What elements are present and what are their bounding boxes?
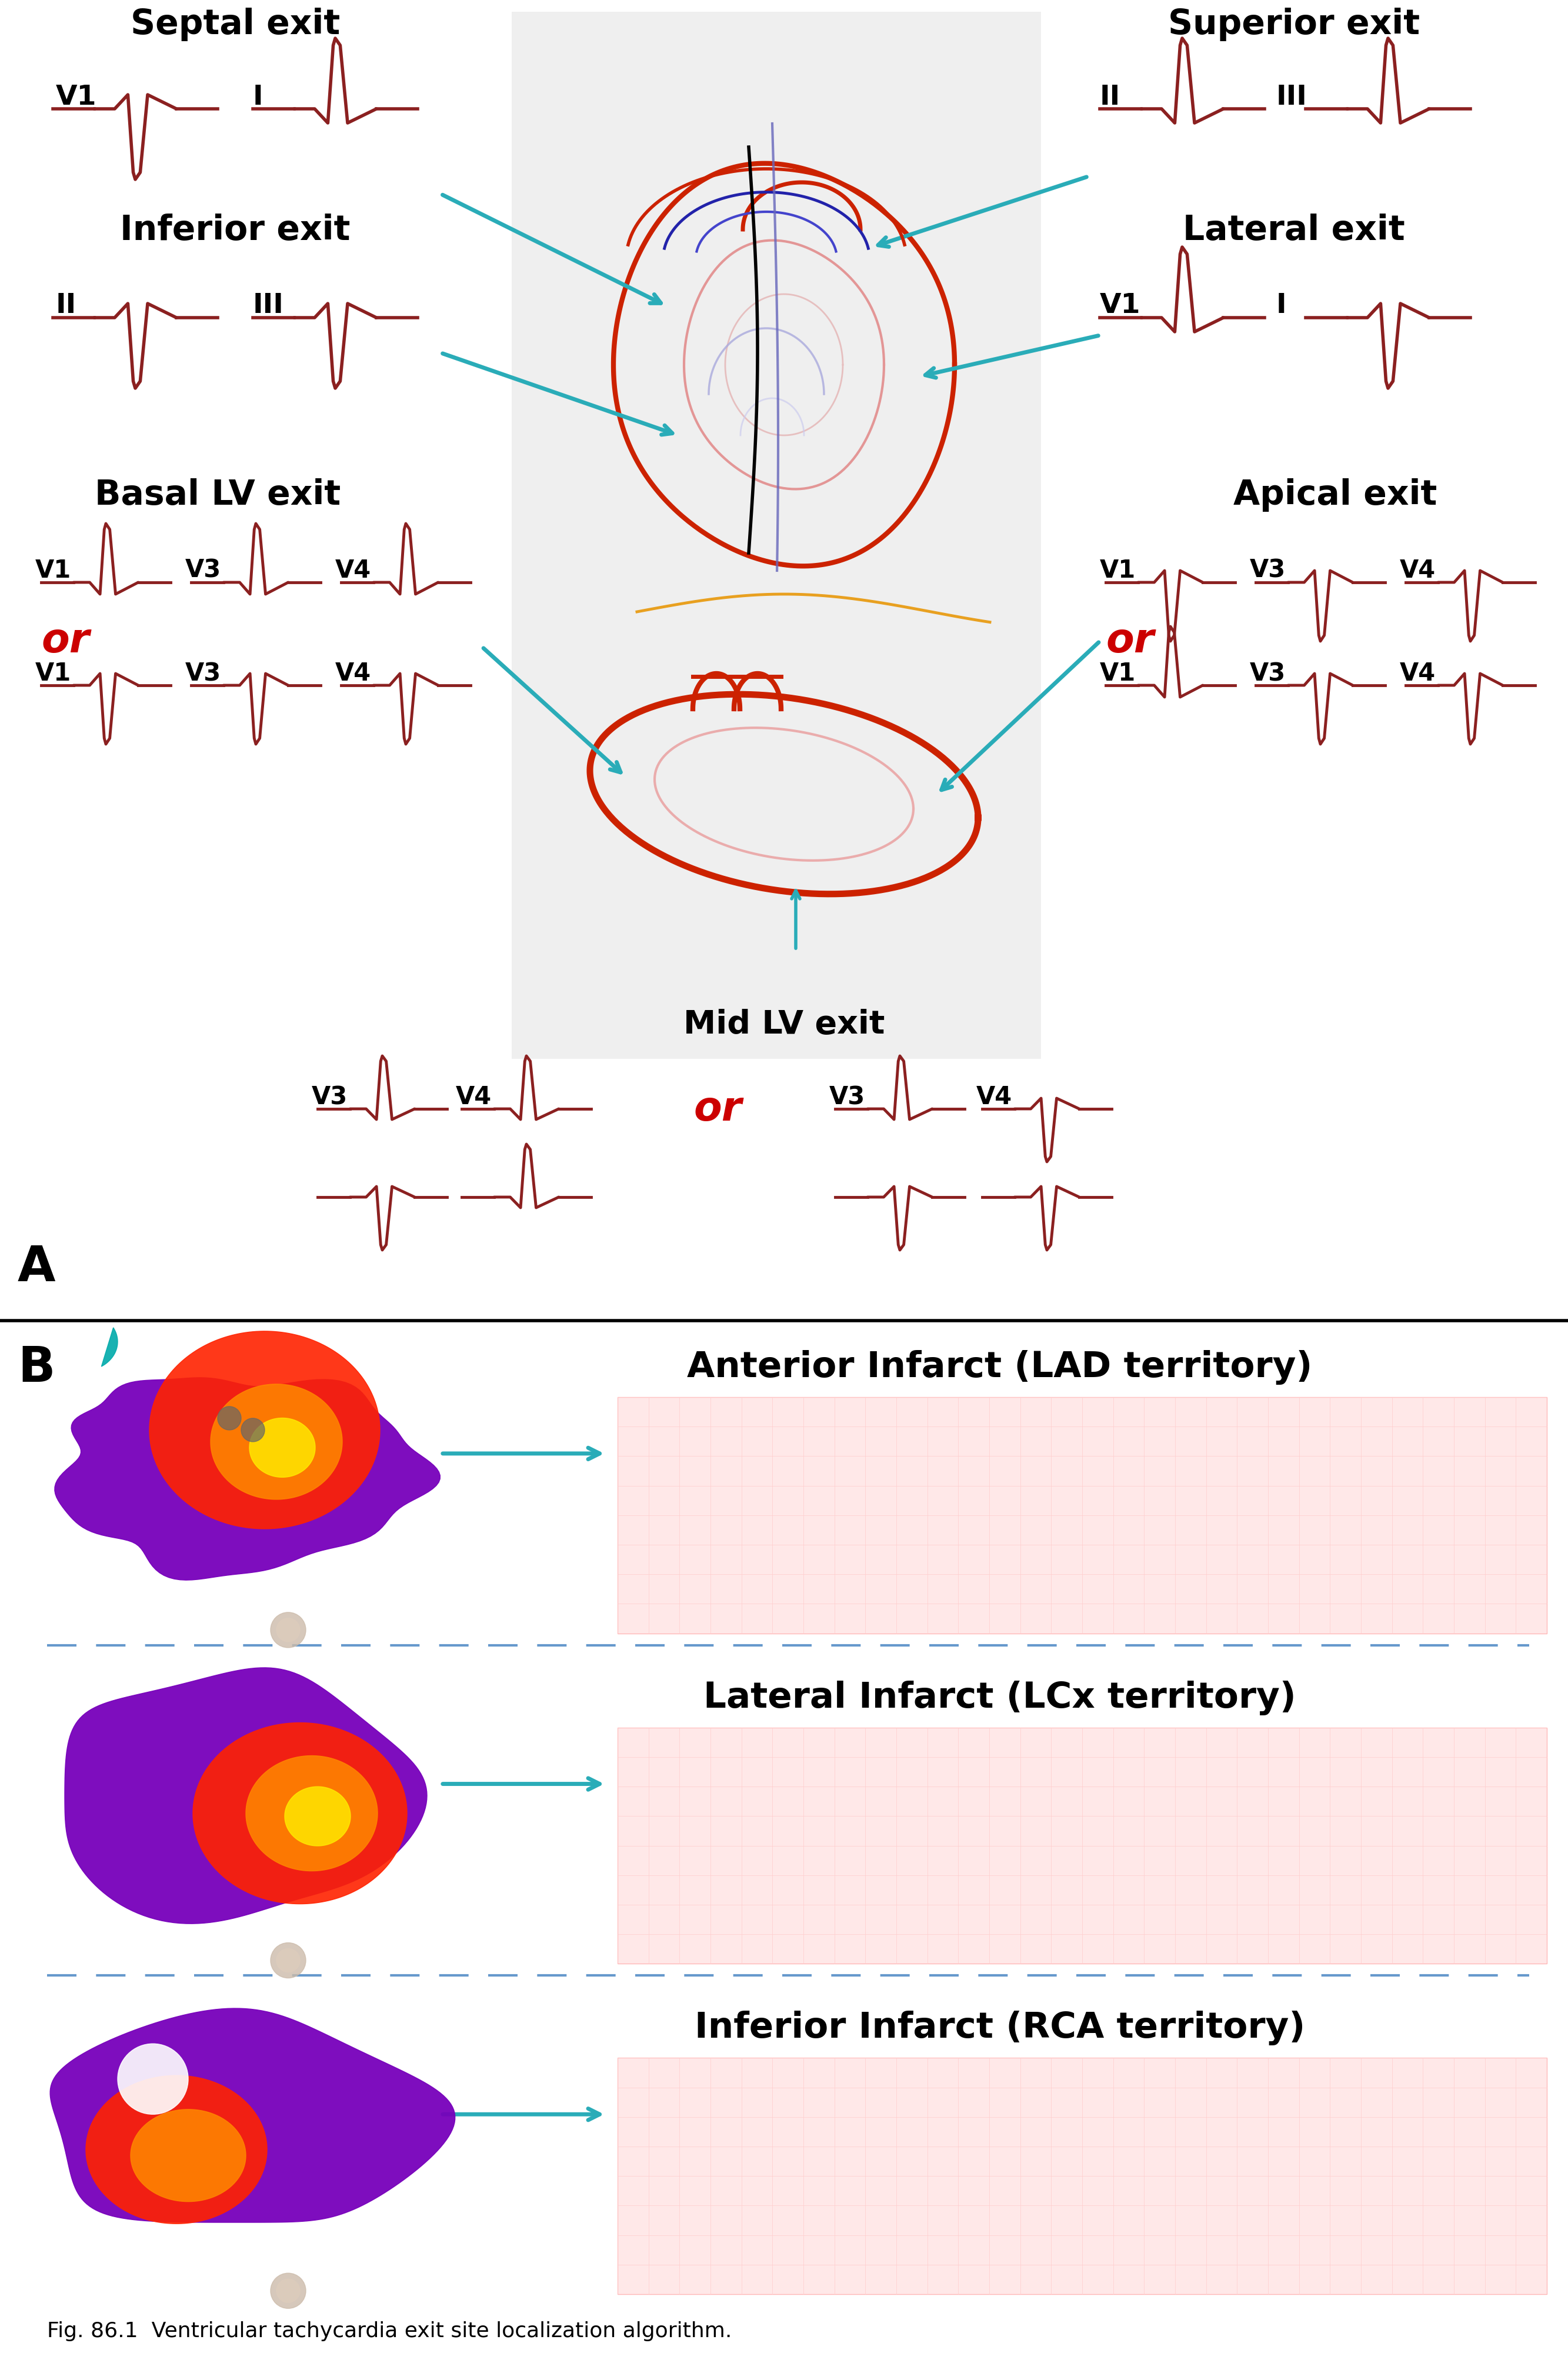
Circle shape [118, 2045, 188, 2115]
Text: V1: V1 [1099, 558, 1135, 584]
Text: V3: V3 [312, 1085, 348, 1111]
Text: V4: V4 [456, 1085, 492, 1111]
Text: B: B [17, 1344, 55, 1391]
Text: II: II [56, 292, 77, 320]
Text: A: A [17, 1242, 55, 1292]
Text: V1: V1 [1099, 661, 1135, 687]
Circle shape [218, 1407, 241, 1431]
Text: Mid LV exit: Mid LV exit [684, 1009, 884, 1040]
Text: V3: V3 [1250, 661, 1286, 687]
Text: III: III [252, 292, 284, 320]
Text: V4: V4 [1400, 661, 1436, 687]
Circle shape [271, 1612, 306, 1647]
Polygon shape [55, 1377, 441, 1581]
Text: Inferior exit: Inferior exit [121, 214, 350, 247]
Circle shape [271, 2273, 306, 2308]
Text: Apical exit: Apical exit [1234, 478, 1436, 513]
Text: V1: V1 [36, 558, 71, 584]
Text: II: II [1099, 85, 1121, 111]
Text: V4: V4 [336, 661, 372, 687]
Text: or: or [693, 1089, 742, 1129]
Polygon shape [210, 1384, 342, 1499]
Text: I: I [252, 85, 263, 111]
Text: V4: V4 [977, 1085, 1013, 1111]
Text: V3: V3 [185, 558, 221, 584]
Polygon shape [86, 2075, 267, 2224]
Text: V3: V3 [185, 661, 221, 687]
Text: V4: V4 [336, 558, 372, 584]
Bar [618, 1727, 1546, 1965]
Circle shape [276, 1619, 299, 1642]
Polygon shape [285, 1786, 351, 1845]
Polygon shape [102, 1327, 118, 1367]
Text: V1: V1 [56, 85, 97, 111]
Text: Lateral exit: Lateral exit [1182, 214, 1405, 247]
Circle shape [276, 2280, 299, 2304]
Text: Inferior Infarct (RCA territory): Inferior Infarct (RCA territory) [695, 2012, 1305, 2045]
Polygon shape [130, 2108, 246, 2202]
Bar [511, 12, 1041, 1059]
Bar [618, 2059, 1546, 2294]
Text: V1: V1 [36, 661, 71, 687]
Polygon shape [249, 1419, 315, 1478]
Polygon shape [64, 1668, 426, 1925]
Polygon shape [149, 1332, 379, 1529]
Text: Superior exit: Superior exit [1168, 7, 1419, 40]
Bar [618, 1398, 1546, 1633]
Circle shape [271, 1944, 306, 1979]
Text: V3: V3 [1250, 558, 1286, 584]
Polygon shape [246, 1755, 378, 1871]
Text: Anterior Infarct (LAD territory): Anterior Infarct (LAD territory) [687, 1351, 1312, 1384]
Text: Septal exit: Septal exit [130, 7, 340, 40]
Text: V3: V3 [829, 1085, 866, 1111]
Polygon shape [50, 2009, 455, 2224]
Text: Basal LV exit: Basal LV exit [94, 478, 340, 513]
Circle shape [276, 1948, 299, 1972]
Text: I: I [1276, 292, 1287, 320]
Polygon shape [193, 1722, 408, 1904]
Circle shape [241, 1419, 265, 1442]
Text: V1: V1 [1099, 292, 1140, 320]
Text: Lateral Infarct (LCx territory): Lateral Infarct (LCx territory) [704, 1680, 1297, 1715]
Text: III: III [1276, 85, 1308, 111]
Text: Fig. 86.1  Ventricular tachycardia exit site localization algorithm.: Fig. 86.1 Ventricular tachycardia exit s… [47, 2320, 732, 2341]
Text: V4: V4 [1400, 558, 1436, 584]
Text: or: or [41, 621, 89, 661]
Text: or: or [1105, 621, 1154, 661]
